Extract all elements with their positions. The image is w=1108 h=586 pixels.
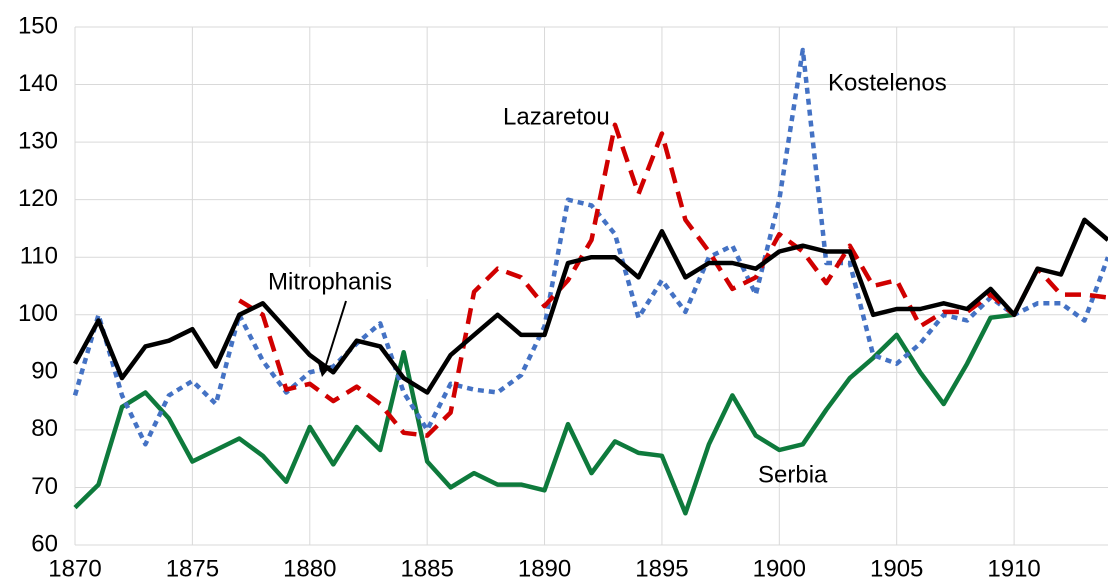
x-tick-label: 1880 (283, 555, 336, 582)
labels: 60 70 80 90 100 110 120 130 140 150 1870 1875 1880 18… (18, 12, 1041, 582)
arrow-head (318, 363, 331, 377)
x-tick-label: 1875 (166, 555, 219, 582)
series-label: Mitrophanis (268, 268, 392, 295)
y-tick-label: 110 (20, 243, 58, 270)
y-tick-label: 60 (31, 530, 58, 557)
x-tick-label: 1900 (753, 555, 806, 582)
y-tick-label: 80 (31, 415, 58, 442)
y-tick-label: 90 (31, 358, 58, 385)
series-label: Lazaretou (503, 103, 610, 130)
y-tick-label: 130 (18, 127, 58, 154)
series-line (73, 217, 1108, 395)
x-tick-label: 1910 (987, 555, 1040, 582)
x-tick-label: 1870 (48, 555, 101, 582)
series-label: Kostelenos (828, 69, 947, 96)
x-tick-label: 1885 (400, 555, 453, 582)
y-tick-label: 140 (18, 70, 58, 97)
x-tick-label: 1905 (870, 555, 923, 582)
series-label: Serbia (758, 461, 828, 488)
series-line (238, 122, 1108, 438)
x-tick-label: 1890 (518, 555, 571, 582)
y-tick-label: 100 (18, 300, 58, 327)
series-line (73, 312, 1015, 516)
label-background (264, 267, 440, 299)
lines (72, 47, 1108, 516)
series-line (72, 47, 1108, 447)
y-tick-label: 120 (18, 185, 58, 212)
y-tick-label: 70 (31, 473, 58, 500)
x-tick-label: 1895 (635, 555, 688, 582)
annotation-arrow (324, 300, 347, 369)
y-tick-label: 150 (18, 12, 58, 39)
